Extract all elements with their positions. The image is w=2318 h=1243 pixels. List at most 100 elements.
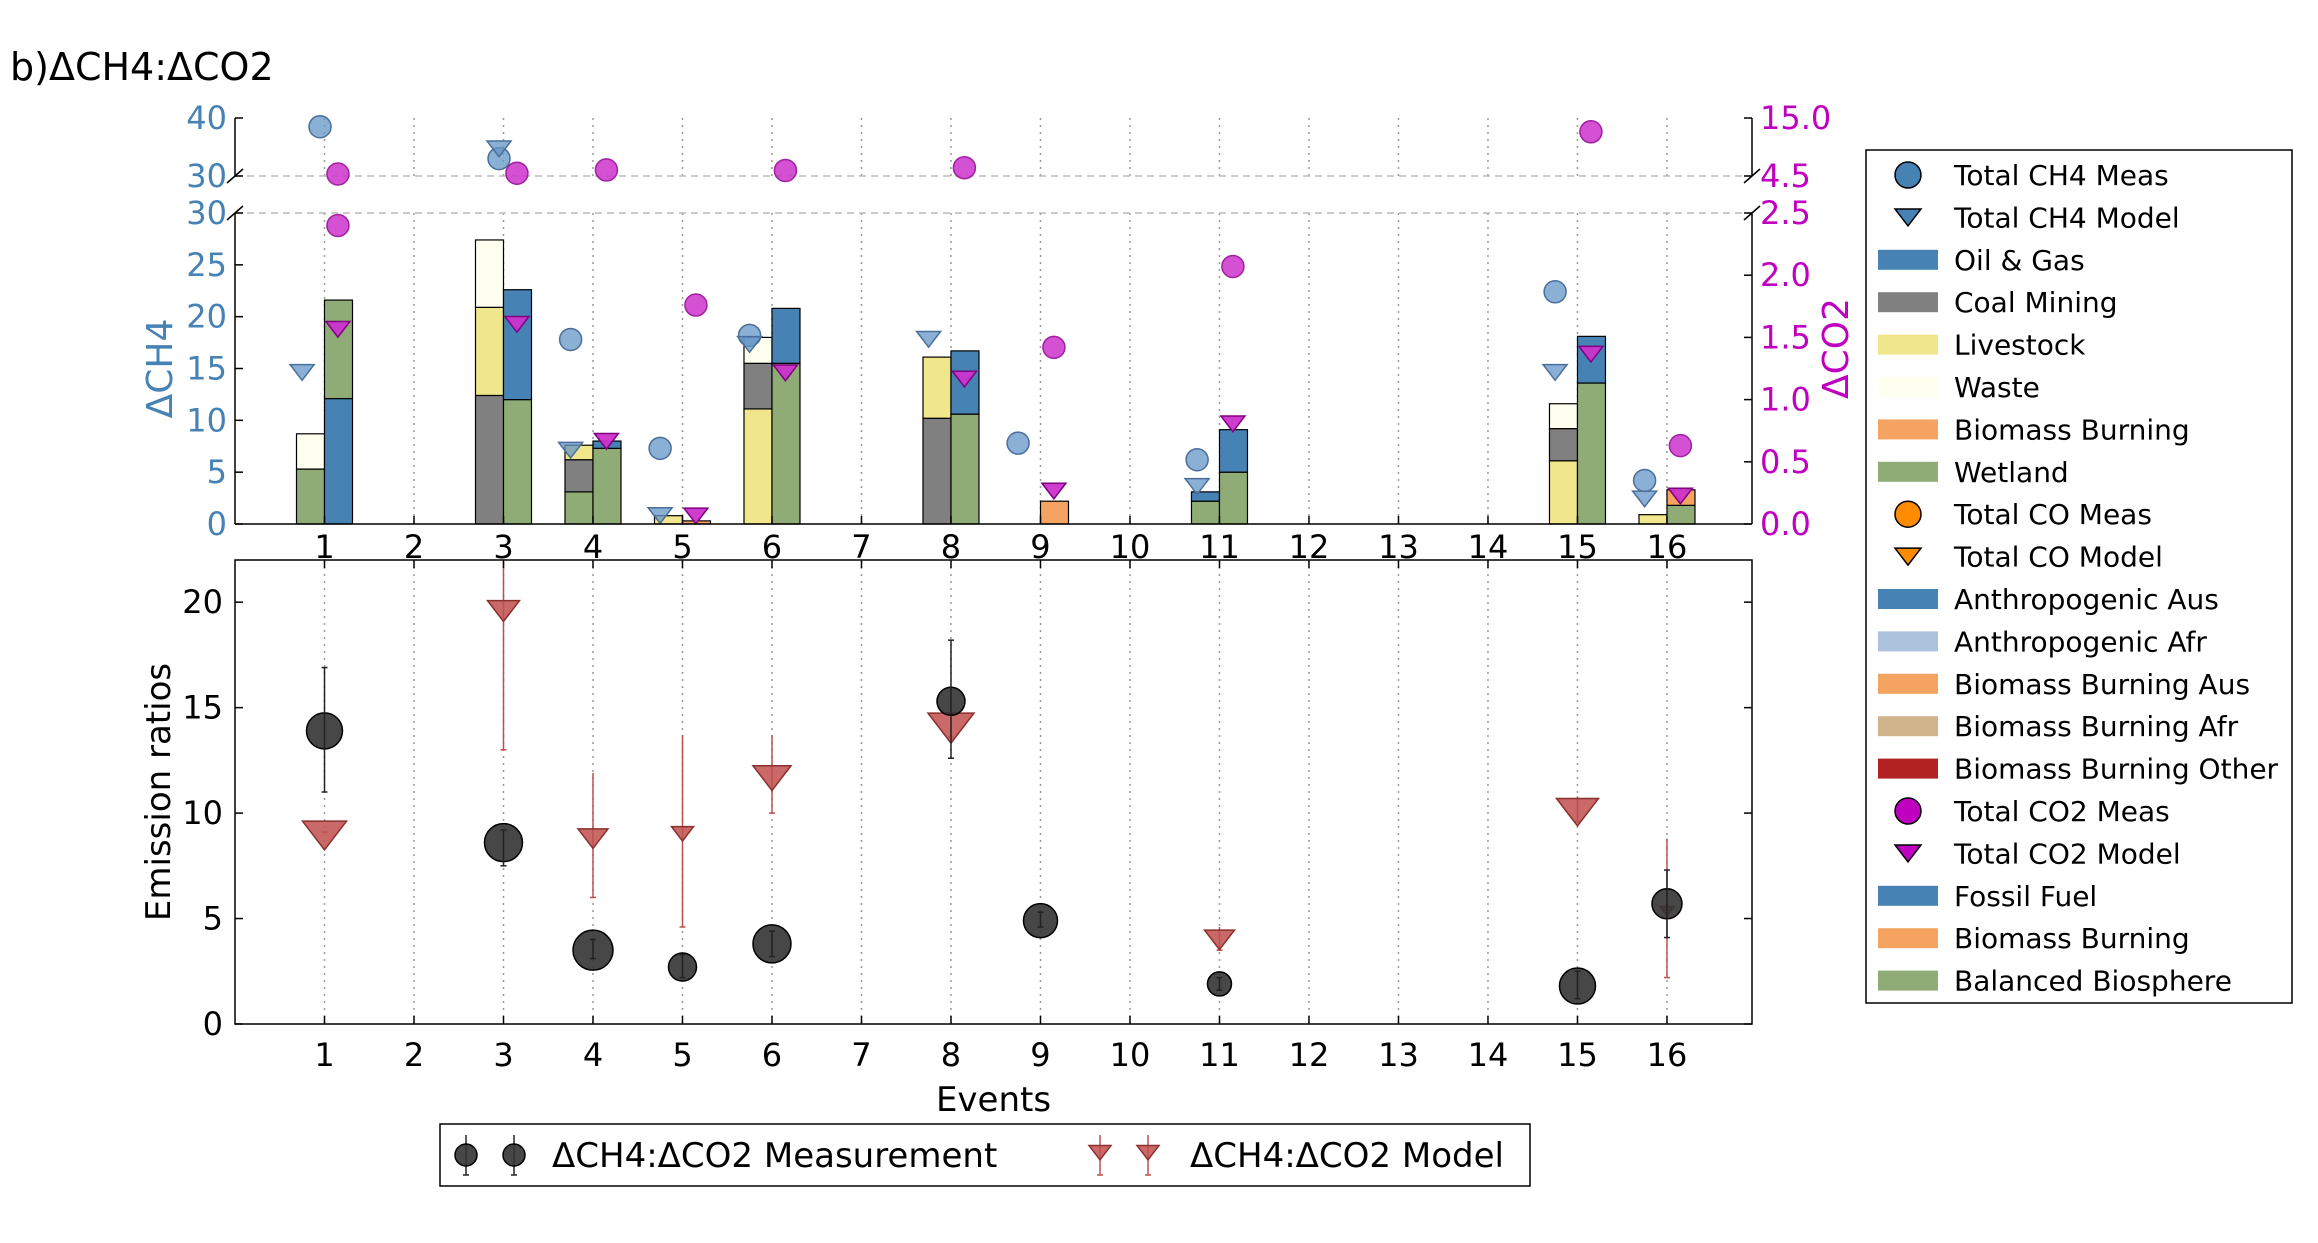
bar-coal [1548,428,1579,462]
y-tick-label: 20 [186,298,227,336]
ch4-model-point [485,140,513,158]
legend-label: Oil & Gas [1954,244,2085,277]
y2-tick-label: 0.5 [1760,443,1811,481]
x-axis-label: Events [936,1080,1051,1120]
model-point [485,599,522,623]
co2-model-point [503,315,531,334]
x-tick-label: 14 [1468,1036,1509,1074]
x-tick-label: 4 [583,1036,603,1074]
y-tick-label: 5 [207,453,227,491]
bar-coal [743,362,773,410]
legend-marker-swatch [1878,334,1938,355]
ch4-meas-point [1006,431,1030,455]
legend-label: Anthropogenic Aus [1954,583,2219,616]
bar-livestock [474,306,505,397]
legend-label: Total CH4 Model [1953,201,2180,234]
ch4-meas-point [1185,447,1209,472]
legend-marker-swatch [1878,249,1938,270]
y2-tick-label: 1.0 [1760,381,1811,419]
legend-label: Biomass Burning [1954,413,2190,446]
y-tick-label: 10 [182,794,223,832]
y2-tick-label: 15.0 [1760,99,1831,137]
legend-marker-triangle [1087,1144,1113,1162]
legend-label: Biomass Burning Afr [1954,710,2239,743]
bar-wetland [1218,471,1249,525]
y2-axis-label: ΔCO2 [1816,298,1857,399]
bar-wetland [950,413,980,525]
legend-label: Total CH4 Meas [1953,159,2169,192]
x-tick-label: 3 [493,528,513,566]
bar-livestock [1638,514,1668,525]
panel-label: b)ΔCH4:ΔCO2 [10,45,274,89]
legend-bottom: ΔCH4:ΔCO2 Measurement ΔCH4:ΔCO2 Model [439,1123,1531,1187]
bar-livestock [922,356,952,419]
plot-frame [234,559,1753,1025]
ch4-meas-point [1632,468,1657,493]
co2-meas-point [1668,433,1693,458]
co2-meas-point [952,155,977,180]
bar-coal [564,459,594,493]
ch4-model-point [915,330,943,349]
x-tick-label: 8 [941,1036,961,1074]
x-tick-label: 11 [1199,1036,1240,1074]
legend-label: Wetland [1954,456,2069,489]
y-tick-label: 25 [186,246,227,284]
legend-label: Biomass Burning Other [1954,753,2279,786]
bar-waste [295,433,326,470]
x-tick-label: 6 [762,528,782,566]
bar-oil_gas [1218,429,1249,473]
co2-meas-point [1042,335,1066,360]
legend-marker-swatch [1878,716,1938,737]
y-tick-label: 30 [186,194,227,232]
y-tick-label: 20 [182,583,223,621]
legend-label: Waste [1954,371,2040,404]
ch4-model-point [1183,477,1211,496]
x-tick-label: 7 [851,1036,871,1074]
bar-oil_gas [771,307,801,364]
bar-waste [474,239,505,308]
legend-marker-triangle [1893,208,1923,228]
y2-tick-label: 0.0 [1760,505,1811,543]
legend-marker-swatch [1878,419,1938,440]
co2-model-point [1577,345,1605,364]
legend-right: Total CH4 Meas Total CH4 Model Oil & Gas Co… [1865,149,2293,1004]
ch4-meas-point [558,327,583,352]
legend-marker-swatch [1878,589,1938,609]
x-tick-label: 12 [1289,1036,1330,1074]
model-point [300,820,349,852]
x-tick-label: 9 [1030,528,1050,566]
co2-meas-point [505,161,529,185]
co2-meas-point [684,293,708,317]
x-tick-label: 7 [851,528,871,566]
x-tick-label: 2 [404,1036,424,1074]
legend-label: Livestock [1954,329,2086,362]
x-tick-label: 15 [1557,1036,1598,1074]
bar-livestock [1548,460,1579,525]
legend-label: Total CO Model [1953,541,2163,574]
legend-marker-triangle [1135,1144,1161,1162]
y2-tick-label: 2.5 [1760,194,1811,232]
y-axis-label: Emission ratios [139,663,179,921]
y-tick-label: 0 [207,505,227,543]
legend-marker-swatch [1878,673,1938,694]
y2-tick-label: 4.5 [1760,157,1811,195]
legend-marker-circle [502,1143,526,1167]
ch4-meas-point [1543,280,1567,304]
x-tick-label: 9 [1030,1036,1050,1074]
legend-label: Balanced Biosphere [1954,965,2232,998]
legend-label: Biomass Burning [1954,922,2190,955]
ch4-meas-point [308,114,332,139]
legend-marker-swatch [1878,631,1938,652]
y-tick-label: 5 [203,900,223,938]
bar-coal [922,417,952,525]
bar-waste [1548,403,1579,430]
ch4-meas-point [648,436,672,461]
x-tick-label: 10 [1110,1036,1151,1074]
legend-frame [1865,149,2293,1004]
y-tick-label: 15 [182,689,223,727]
y-tick-label: 30 [186,157,227,195]
co2-model-point [1666,487,1694,506]
bar-wetland [592,447,622,525]
x-tick-label: 2 [404,528,424,566]
legend-label: ΔCH4:ΔCO2 Model [1190,1136,1504,1176]
